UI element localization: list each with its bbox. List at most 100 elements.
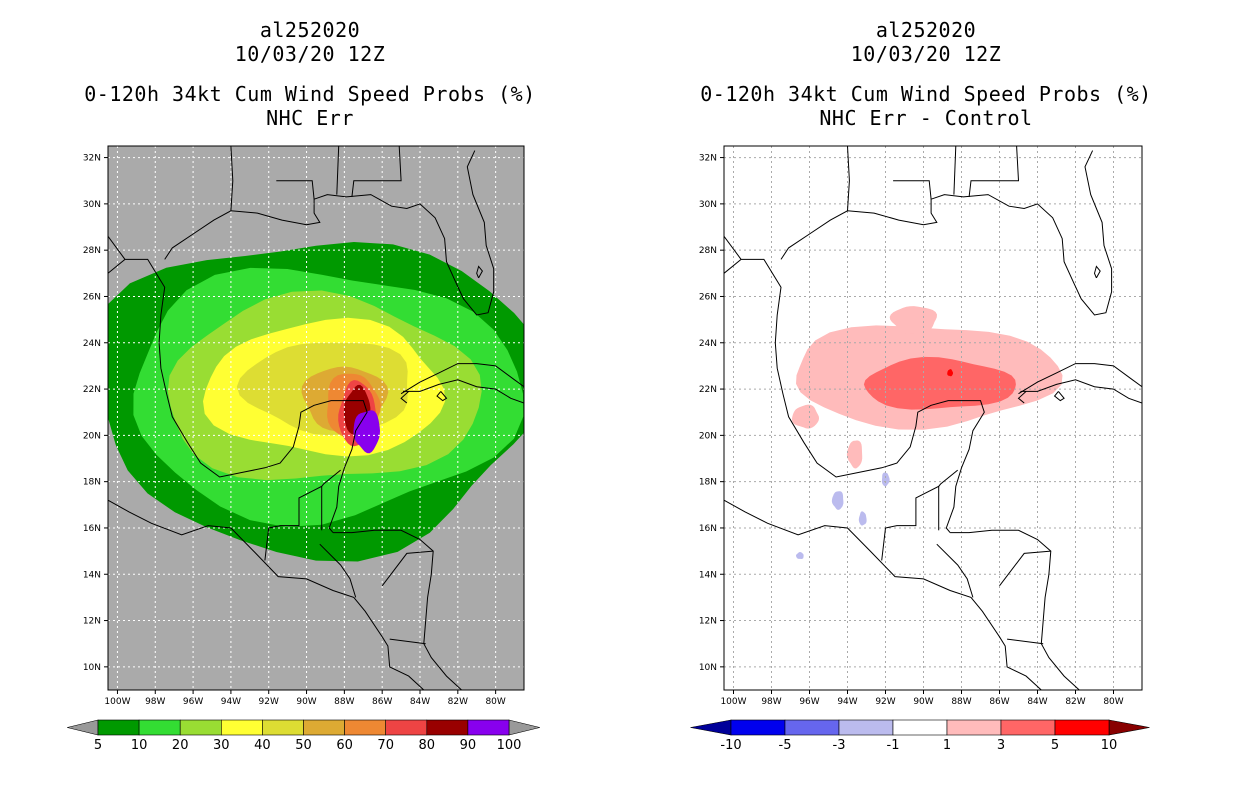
right-lon-tick-label: 82W bbox=[1065, 697, 1085, 707]
left-lat-tick-label: 22N bbox=[83, 385, 101, 395]
right-contour-neg-patch bbox=[858, 511, 867, 526]
left-lat-tick-label: 20N bbox=[83, 431, 101, 441]
left-lon-tick-label: 82W bbox=[448, 697, 468, 707]
left-colorbar-label: 100 bbox=[497, 738, 522, 753]
left-colorbar-swatch bbox=[303, 719, 345, 736]
right-map-frame bbox=[723, 145, 1143, 691]
left-lon-tick-label: 84W bbox=[410, 697, 430, 707]
left-colorbar-low-arrow bbox=[67, 719, 99, 736]
right-datetime: 10/03/20 12Z bbox=[850, 42, 1002, 66]
left-lat-tick-label: 26N bbox=[83, 292, 101, 302]
left-colorbar-label: 40 bbox=[254, 738, 271, 753]
right-coastline bbox=[881, 469, 959, 561]
left-storm-id: al252020 bbox=[259, 18, 361, 42]
left-map-frame bbox=[107, 145, 525, 691]
right-coastline bbox=[953, 146, 957, 195]
left-coastline bbox=[276, 180, 315, 200]
right-colorbar-label: 3 bbox=[997, 738, 1005, 753]
left-coastline bbox=[319, 543, 357, 598]
left-colorbar-swatch bbox=[221, 719, 263, 736]
right-colorbar-label: 10 bbox=[1101, 738, 1118, 753]
right-subtitle: NHC Err - Control bbox=[819, 106, 1033, 130]
right-coastline bbox=[999, 550, 1051, 587]
left-map-layers bbox=[108, 146, 524, 690]
right-coastline bbox=[724, 499, 1042, 690]
left-coastline bbox=[389, 638, 426, 645]
left-coastline bbox=[381, 550, 434, 587]
left-colorbar-label: 60 bbox=[336, 738, 353, 753]
left-lat-tick-label: 12N bbox=[83, 617, 101, 627]
right-lon-tick-label: 84W bbox=[1027, 697, 1047, 707]
left-colorbar: 5 10 20 30 40 50 60 70 80 90 100 bbox=[67, 719, 540, 753]
right-coastline bbox=[1018, 363, 1142, 395]
right-colorbar-label: -3 bbox=[833, 738, 846, 753]
right-coastline bbox=[724, 258, 985, 533]
right-coastline bbox=[1093, 265, 1101, 279]
right-coastline bbox=[724, 236, 742, 260]
left-colorbar-swatch bbox=[344, 719, 387, 736]
left-lat-tick-label: 10N bbox=[83, 663, 101, 673]
right-colorbar-swatch bbox=[784, 719, 840, 736]
left-colorbar-swatch bbox=[97, 719, 140, 736]
right-contour-3to5 bbox=[863, 356, 1016, 410]
left-lat-tick-label: 30N bbox=[83, 200, 101, 210]
right-contour-patch bbox=[889, 306, 937, 334]
right-colorbar-label: 1 bbox=[943, 738, 951, 753]
left-colorbar-swatch bbox=[262, 719, 304, 736]
left-coastline bbox=[400, 391, 410, 404]
right-colorbar-swatch bbox=[1054, 719, 1110, 736]
right-colorbar-label: -10 bbox=[720, 738, 741, 753]
right-map-layers bbox=[724, 146, 1142, 690]
left-title: al252020 10/03/20 12Z 0-120h 34kt Cum Wi… bbox=[60, 18, 560, 130]
right-colorbar-label: 5 bbox=[1051, 738, 1059, 753]
left-colorbar-swatch bbox=[138, 719, 181, 736]
left-lon-tick-label: 92W bbox=[259, 697, 279, 707]
left-coastline bbox=[351, 146, 402, 197]
right-map-panel: 32N 30N 28N 26N 24N 22N 20N 18N 16N 14N 12N 10N 100W… bbox=[699, 145, 1143, 707]
right-lon-tick-label: 88W bbox=[951, 697, 971, 707]
left-colorbar-swatch bbox=[467, 719, 510, 736]
left-map-panel: 32N 30N 28N 26N 24N 22N 20N 18N 16N 14N 12N 10N 100W… bbox=[83, 145, 525, 707]
right-lat-tick-label: 30N bbox=[699, 200, 717, 210]
left-coastline bbox=[336, 146, 340, 195]
right-lon-tick-label: 90W bbox=[913, 697, 933, 707]
left-colorbar-swatch bbox=[426, 719, 469, 736]
left-lon-tick-label: 90W bbox=[296, 697, 316, 707]
right-colorbar-swatch bbox=[1000, 719, 1056, 736]
left-coastline bbox=[108, 499, 425, 690]
right-lat-tick-label: 12N bbox=[699, 617, 717, 627]
left-coastline bbox=[230, 146, 234, 211]
left-coastline bbox=[164, 150, 495, 316]
right-contour-patch bbox=[791, 404, 819, 429]
right-colorbar-swatch bbox=[730, 719, 786, 736]
right-product: 0-120h 34kt Cum Wind Speed Probs (%) bbox=[700, 82, 1152, 106]
left-contour-90 bbox=[353, 410, 380, 454]
left-lon-tick-label: 94W bbox=[221, 697, 241, 707]
left-lat-tick-label: 16N bbox=[83, 524, 101, 534]
left-coastline bbox=[476, 265, 484, 279]
right-storm-id: al252020 bbox=[875, 18, 977, 42]
left-lon-tick-label: 96W bbox=[183, 697, 203, 707]
right-colorbar-label: -5 bbox=[779, 738, 792, 753]
right-lat-tick-label: 22N bbox=[699, 385, 717, 395]
right-lat-tick-label: 16N bbox=[699, 524, 717, 534]
left-lat-tick-label: 32N bbox=[83, 154, 101, 164]
left-lon-tick-label: 100W bbox=[104, 697, 130, 707]
right-lon-tick-label: 94W bbox=[837, 697, 857, 707]
left-lat-tick-label: 18N bbox=[83, 478, 101, 488]
left-datetime: 10/03/20 12Z bbox=[234, 42, 386, 66]
left-colorbar-high-arrow bbox=[508, 719, 540, 736]
right-lat-tick-label: 10N bbox=[699, 663, 717, 673]
right-title: al252020 10/03/20 12Z 0-120h 34kt Cum Wi… bbox=[676, 18, 1176, 130]
left-colorbar-label: 30 bbox=[213, 738, 230, 753]
right-contour-5to10 bbox=[947, 369, 953, 377]
right-lat-tick-label: 20N bbox=[699, 431, 717, 441]
left-colorbar-label: 5 bbox=[94, 738, 102, 753]
left-lon-tick-label: 86W bbox=[372, 697, 392, 707]
right-lat-tick-label: 32N bbox=[699, 154, 717, 164]
right-colorbar-swatch bbox=[892, 719, 948, 736]
right-contour-neg-patch bbox=[881, 472, 890, 487]
left-colorbar-swatch bbox=[179, 719, 222, 736]
right-contour--3to-1 bbox=[831, 491, 844, 510]
right-contour-patch bbox=[846, 440, 863, 469]
